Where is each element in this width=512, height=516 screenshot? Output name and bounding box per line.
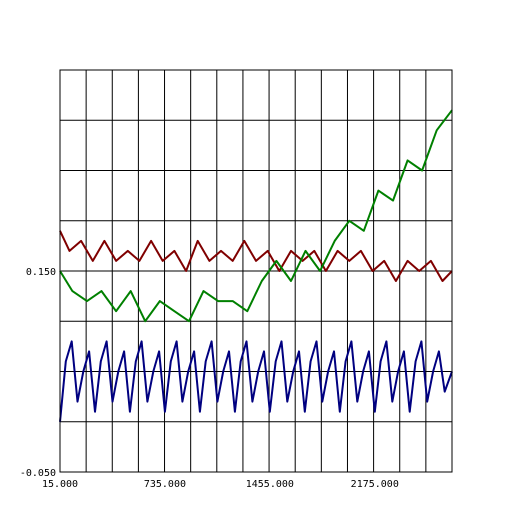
y-tick-label: -0.050: [20, 468, 56, 479]
y-tick-label: 0.150: [26, 267, 56, 278]
series-line-1: [59, 230, 453, 282]
plot-frame: [59, 69, 453, 473]
x-tick-label: 1455.000: [246, 479, 294, 490]
series-line-2: [59, 109, 453, 323]
series-group: [59, 109, 453, 422]
series-line-3: [59, 340, 453, 422]
x-tick-label: 2175.000: [351, 479, 399, 490]
grid: [60, 70, 452, 472]
x-tick-label: 735.000: [144, 479, 186, 490]
y-axis-ticks: -0.050 0.150: [20, 267, 56, 479]
x-tick-label: 15.000: [42, 479, 78, 490]
x-axis-ticks: 15.000 735.000 1455.000 2175.000: [42, 479, 399, 490]
